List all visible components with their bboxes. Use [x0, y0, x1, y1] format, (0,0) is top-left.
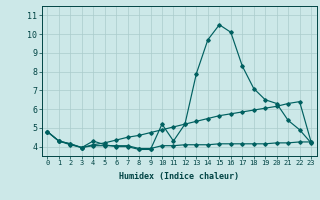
X-axis label: Humidex (Indice chaleur): Humidex (Indice chaleur): [119, 172, 239, 181]
